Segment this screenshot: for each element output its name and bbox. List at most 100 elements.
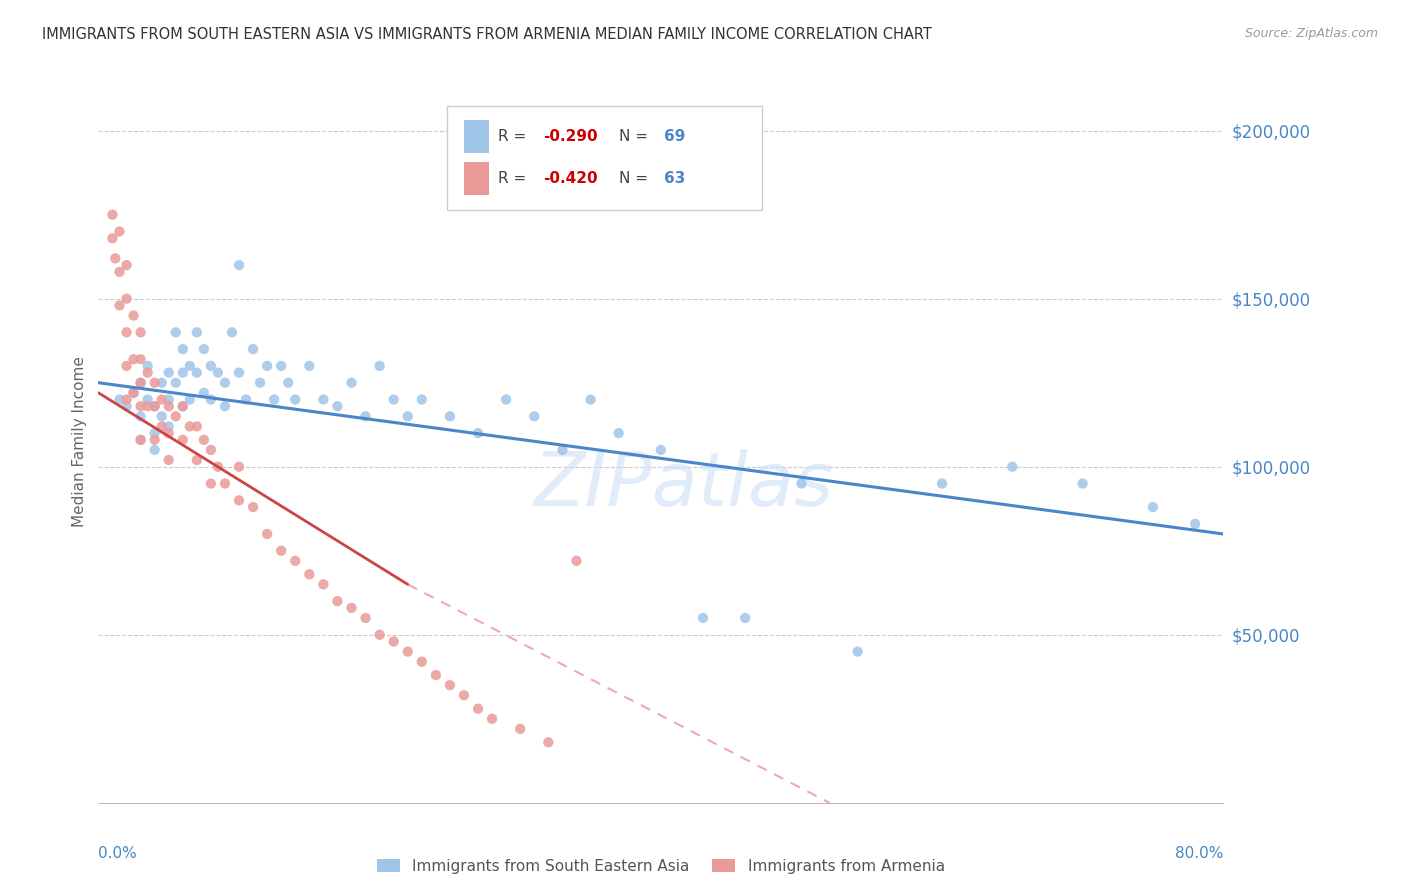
Point: [150, 376, 173, 390]
Point: [129, 376, 152, 390]
Point: [129, 326, 152, 340]
Point: [846, 644, 869, 658]
Point: [537, 735, 560, 749]
Point: [172, 366, 194, 380]
Point: [228, 493, 250, 508]
Point: [129, 409, 152, 424]
Point: [115, 326, 138, 340]
Point: [122, 309, 145, 323]
FancyBboxPatch shape: [464, 162, 489, 194]
Point: [115, 399, 138, 413]
Point: [129, 352, 152, 367]
Point: [150, 392, 173, 407]
Point: [214, 399, 236, 413]
Point: [143, 426, 166, 441]
Point: [172, 399, 194, 413]
Point: [179, 359, 201, 373]
Text: 80.0%: 80.0%: [1175, 847, 1223, 861]
Point: [172, 433, 194, 447]
Point: [157, 366, 180, 380]
Text: 0.0%: 0.0%: [98, 847, 138, 861]
Point: [104, 252, 127, 266]
Point: [200, 476, 222, 491]
Point: [284, 392, 307, 407]
Point: [122, 385, 145, 400]
Point: [179, 419, 201, 434]
Point: [214, 476, 236, 491]
Point: [228, 258, 250, 272]
Point: [115, 359, 138, 373]
Point: [143, 376, 166, 390]
Point: [129, 433, 152, 447]
Point: [165, 326, 187, 340]
Point: [270, 359, 292, 373]
Point: [368, 628, 391, 642]
Point: [165, 409, 187, 424]
Point: [200, 359, 222, 373]
Point: [108, 298, 131, 312]
Point: [790, 476, 813, 491]
Point: [340, 376, 363, 390]
Point: [193, 385, 215, 400]
Point: [326, 399, 349, 413]
Text: Source: ZipAtlas.com: Source: ZipAtlas.com: [1244, 27, 1378, 40]
Point: [411, 655, 433, 669]
FancyBboxPatch shape: [447, 105, 762, 211]
Point: [467, 702, 489, 716]
Point: [186, 366, 208, 380]
Point: [1142, 500, 1164, 514]
Point: [425, 668, 447, 682]
Point: [150, 419, 173, 434]
Point: [692, 611, 714, 625]
Point: [396, 409, 419, 424]
Point: [551, 442, 574, 457]
Point: [129, 433, 152, 447]
Text: R =: R =: [498, 171, 531, 186]
Point: [122, 352, 145, 367]
Point: [186, 453, 208, 467]
Point: [382, 634, 405, 648]
Point: [340, 600, 363, 615]
Point: [453, 688, 475, 702]
Text: IMMIGRANTS FROM SOUTH EASTERN ASIA VS IMMIGRANTS FROM ARMENIA MEDIAN FAMILY INCO: IMMIGRANTS FROM SOUTH EASTERN ASIA VS IM…: [42, 27, 932, 42]
Text: ZIPatlas: ZIPatlas: [533, 449, 834, 521]
Point: [136, 399, 159, 413]
Point: [467, 426, 489, 441]
Point: [207, 459, 229, 474]
Point: [277, 376, 299, 390]
Point: [108, 392, 131, 407]
Point: [143, 433, 166, 447]
Point: [193, 433, 215, 447]
Point: [481, 712, 503, 726]
Point: [165, 376, 187, 390]
Point: [931, 476, 953, 491]
Point: [143, 442, 166, 457]
Point: [312, 577, 335, 591]
Point: [382, 392, 405, 407]
Point: [129, 399, 152, 413]
Point: [143, 399, 166, 413]
Point: [157, 419, 180, 434]
Point: [249, 376, 271, 390]
Point: [115, 258, 138, 272]
Point: [235, 392, 257, 407]
Point: [298, 359, 321, 373]
Text: -0.420: -0.420: [543, 171, 598, 186]
Point: [108, 265, 131, 279]
Point: [228, 366, 250, 380]
Point: [565, 554, 588, 568]
Point: [207, 366, 229, 380]
Point: [115, 292, 138, 306]
Point: [1184, 516, 1206, 531]
Point: [734, 611, 756, 625]
Point: [193, 342, 215, 356]
Point: [509, 722, 531, 736]
Point: [256, 527, 278, 541]
Point: [172, 342, 194, 356]
Point: [396, 644, 419, 658]
Point: [242, 500, 264, 514]
Point: [150, 409, 173, 424]
Point: [607, 426, 630, 441]
Point: [136, 366, 159, 380]
Point: [270, 543, 292, 558]
